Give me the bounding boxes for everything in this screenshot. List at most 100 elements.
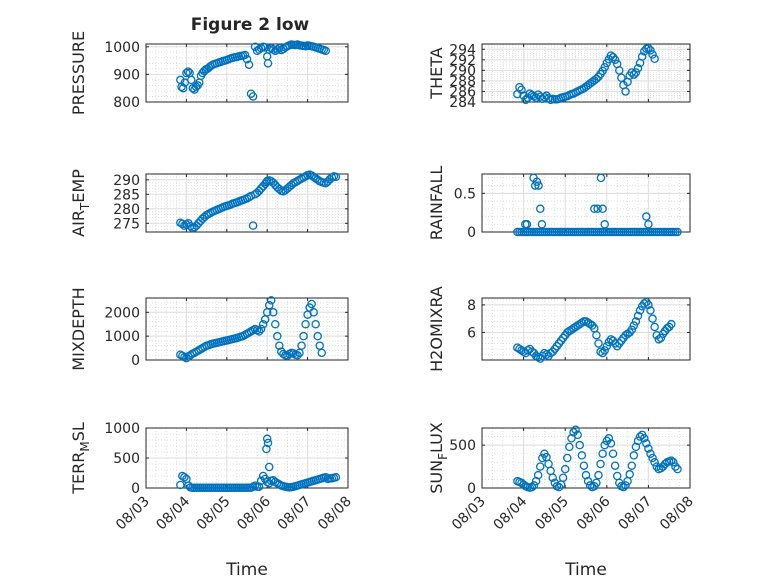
x-tick-label: 08/07 [615, 494, 655, 534]
y-tick-label: 286 [449, 84, 476, 100]
y-tick-label: 290 [113, 173, 140, 189]
data-point [594, 72, 603, 81]
data-point [248, 221, 258, 230]
data-point [600, 62, 609, 72]
data-point [602, 341, 612, 351]
data-point [594, 470, 603, 480]
y-tick-label: 284 [449, 95, 476, 111]
y-axis-label: THETA [427, 47, 446, 99]
data-point [331, 172, 341, 182]
data-point [522, 220, 532, 229]
data-point [654, 335, 664, 344]
y-axis-label: TERRMSL [69, 422, 92, 495]
data-point [583, 476, 593, 486]
x-axis-label: Time [225, 560, 268, 580]
data-point [537, 220, 547, 229]
y-tick-label: 0 [467, 225, 476, 241]
data-point [660, 459, 670, 469]
data-point [240, 50, 250, 60]
data-point [264, 300, 274, 310]
data-point [256, 476, 266, 486]
y-tick-label: 1000 [104, 40, 140, 56]
data-point [596, 347, 605, 356]
y-tick-label: 285 [113, 187, 140, 203]
x-tick-label: 08/03 [113, 494, 153, 534]
data-point [186, 221, 195, 231]
data-point [673, 464, 682, 474]
data-point [331, 472, 341, 482]
data-point [633, 64, 643, 73]
data-point [629, 321, 639, 330]
data-point [627, 461, 637, 470]
data-point [530, 181, 540, 190]
y-tick-label: 900 [113, 67, 140, 83]
data-point [275, 43, 284, 53]
data-point [596, 459, 605, 469]
data-point [592, 74, 601, 84]
axes-6: 6 8 H2OMIXRA [427, 286, 691, 372]
y-tick-label: 288 [449, 74, 476, 90]
data-point [673, 227, 682, 237]
data-point [529, 91, 539, 101]
data-point [565, 442, 574, 452]
data-point [533, 470, 543, 480]
data-point [262, 444, 271, 454]
data-point [625, 470, 634, 479]
data-point [515, 82, 524, 92]
y-tick-label: 0 [467, 481, 476, 497]
data-point [176, 480, 185, 490]
data-point [544, 94, 553, 103]
data-point [538, 453, 547, 463]
y-tick-label: 500 [113, 451, 140, 467]
data-point [646, 46, 655, 55]
data-point [644, 220, 653, 229]
data-point [627, 325, 637, 334]
y-tick-label: 294 [449, 42, 476, 58]
data-point [301, 319, 310, 329]
y-tick-label: 280 [113, 202, 140, 218]
axes-background [482, 174, 690, 232]
data-point [619, 482, 628, 492]
data-point [321, 46, 331, 56]
data-point [610, 55, 620, 65]
y-tick-label: 6 [467, 325, 476, 341]
y-tick-label: 1000 [104, 421, 140, 437]
data-point [554, 482, 564, 492]
data-point [650, 322, 659, 332]
data-point [532, 177, 542, 186]
x-tick-label: 08/06 [574, 493, 614, 533]
data-point [650, 54, 659, 64]
data-point [273, 331, 282, 341]
data-point [558, 473, 568, 482]
y-tick-label: 800 [113, 95, 140, 111]
x-tick-label: 08/05 [532, 494, 572, 534]
data-point [527, 482, 537, 492]
data-point [606, 439, 616, 448]
data-point [534, 181, 543, 190]
axes-box [145, 297, 349, 361]
data-point [631, 68, 641, 77]
axes-4: 0 0.5 RAINFALL [427, 166, 691, 241]
data-point [615, 66, 624, 75]
data-point [621, 87, 630, 96]
data-point [610, 461, 620, 470]
data-point [621, 481, 630, 490]
data-point [258, 319, 268, 329]
data-point [563, 453, 572, 463]
data-point [269, 308, 278, 317]
axes-box [145, 43, 349, 103]
data-point [560, 464, 570, 474]
data-point [648, 50, 657, 59]
y-tick-label: 275 [113, 216, 140, 232]
data-point [535, 204, 545, 214]
data-point [667, 319, 676, 329]
data-point [297, 341, 306, 350]
data-point [590, 204, 599, 214]
axes-7: 0 500 1000 TERRMSL 08/03 08/04 08/05 08/06 08/07… [69, 421, 355, 580]
data-point [669, 458, 678, 467]
y-axis-label: RAINFALL [427, 166, 446, 241]
axes-box [481, 427, 691, 489]
data-point [529, 481, 539, 490]
data-point [593, 204, 602, 214]
data-point [642, 212, 651, 221]
